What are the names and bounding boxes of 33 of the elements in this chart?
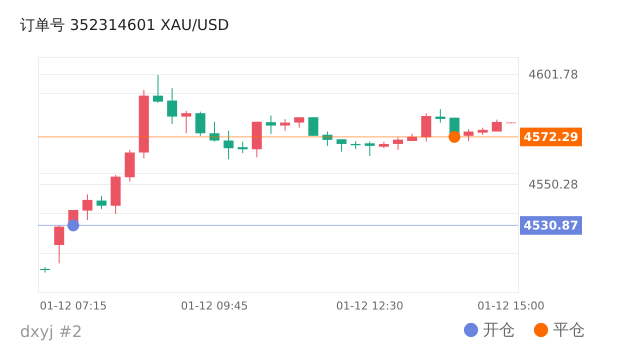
candlestick [266, 115, 276, 134]
candlestick [224, 130, 234, 160]
legend-label: 开仓 [483, 320, 515, 339]
candlestick [421, 112, 432, 142]
x-tick-label: 01-12 07:15 [40, 300, 107, 312]
candlestick [96, 195, 107, 210]
candlestick [209, 121, 220, 142]
candlestick [167, 88, 178, 124]
x-tick-label: 01-12 12:30 [336, 300, 404, 312]
x-tick-label: 01-12 09:45 [180, 300, 248, 312]
x-tick-label: 01-12 15:00 [477, 300, 545, 312]
candlestick [238, 141, 248, 154]
candlestick [82, 194, 92, 221]
ref-line-label: 4572.29 [524, 130, 578, 144]
candlestick [322, 131, 332, 146]
candlestick [280, 118, 290, 132]
candlestick [181, 110, 192, 134]
candlestick [336, 138, 347, 152]
chart-title: 订单号 352314601 XAU/USD [20, 16, 230, 34]
candlestick [195, 111, 206, 136]
candlestick [464, 128, 474, 142]
candlestick [393, 136, 403, 150]
candlestick [54, 225, 64, 264]
candlestick [308, 116, 318, 136]
candlestick [153, 74, 163, 104]
legend-label: 平仓 [553, 320, 585, 339]
y-tick-label: 4550.28 [528, 177, 578, 192]
candlestick [435, 108, 446, 124]
y-tick-label: 4601.78 [528, 67, 578, 82]
candlestick [294, 116, 304, 128]
text: dxyj #2 [20, 322, 82, 341]
candlestick [364, 141, 375, 156]
ref-line-label: 4530.87 [524, 218, 578, 232]
